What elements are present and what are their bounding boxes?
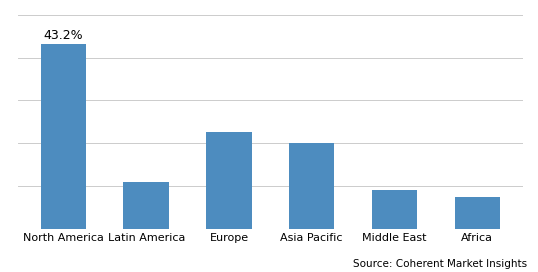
- Bar: [206, 132, 252, 228]
- Text: 43.2%: 43.2%: [44, 29, 83, 42]
- Bar: [123, 182, 169, 228]
- Bar: [289, 143, 335, 228]
- Bar: [455, 196, 500, 228]
- Bar: [372, 190, 417, 228]
- Bar: [41, 44, 86, 228]
- Text: Source: Coherent Market Insights: Source: Coherent Market Insights: [353, 259, 527, 269]
